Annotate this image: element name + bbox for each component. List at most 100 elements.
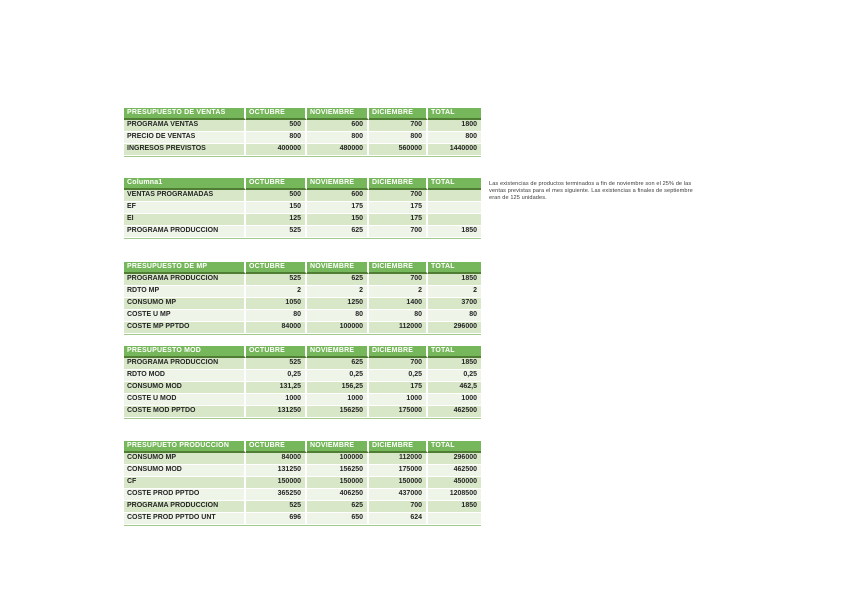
table-row: CONSUMO MOD 131,25 156,25 175 462,5 — [124, 381, 481, 394]
side-note: Las existencias de productos terminados … — [489, 181, 731, 203]
value-cell: 0,25 — [307, 369, 369, 382]
value-cell: 296000 — [428, 321, 481, 334]
table-row: PROGRAMA PRODUCCION 525 625 700 1850 — [124, 225, 481, 238]
table-header-row: PRESUPUESTO MOD OCTUBRE NOVIEMBRE DICIEMBRE… — [124, 346, 481, 358]
row-label-cell: CONSUMO MOD — [124, 464, 246, 477]
column-header-diciembre: DICIEMBRE — [369, 108, 428, 120]
value-cell: 625 — [307, 273, 369, 286]
table-header-row: PRESUPUESTO DE MP OCTUBRE NOVIEMBRE DICIEMB… — [124, 262, 481, 274]
table-row: PROGRAMA PRODUCCION 525 625 700 1850 — [124, 273, 481, 286]
table-row: RDTO MP 2 2 2 2 — [124, 285, 481, 298]
side-note-line: ventas previstas para el mes siguiente. … — [489, 188, 693, 195]
table-header-row: PRESUPUESTO DE VENTAS OCTUBRE NOVIEMBRE DIC… — [124, 108, 481, 120]
value-cell: 600 — [307, 119, 369, 132]
value-cell: 0,25 — [369, 369, 428, 382]
table-title-cell: PRESUPUESTO MOD — [124, 346, 246, 358]
table-header-row: PRESUPUETO PRODUCCION OCTUBRE NOVIEMBRE DIC… — [124, 441, 481, 453]
value-cell: 700 — [369, 500, 428, 513]
value-cell: 150 — [246, 201, 307, 214]
value-cell: 156,25 — [307, 381, 369, 394]
table-title-cell: Columna1 — [124, 178, 246, 190]
value-cell: 500 — [246, 119, 307, 132]
value-cell: 480000 — [307, 143, 369, 156]
row-label-cell: RDTO MP — [124, 285, 246, 298]
side-note-line: Las existencias de productos terminados … — [489, 181, 692, 187]
value-cell: 156250 — [307, 405, 369, 418]
value-cell: 437000 — [369, 488, 428, 501]
value-cell: 150000 — [369, 476, 428, 489]
value-cell: 1440000 — [428, 143, 481, 156]
table-row: CF 150000 150000 150000 450000 — [124, 476, 481, 489]
row-label-cell: PROGRAMA PRODUCCION — [124, 500, 246, 513]
column-header-total: TOTAL — [428, 108, 481, 120]
value-cell: 525 — [246, 225, 307, 238]
value-cell: 800 — [307, 131, 369, 144]
value-cell: 175 — [369, 213, 428, 226]
row-label-cell: CONSUMO MP — [124, 297, 246, 310]
value-cell: 560000 — [369, 143, 428, 156]
budget-table-presupuesto-de-ventas: PRESUPUESTO DE VENTAS OCTUBRE NOVIEMBRE DIC… — [124, 108, 481, 157]
value-cell: 80 — [369, 309, 428, 322]
value-cell: 1050 — [246, 297, 307, 310]
column-header-octubre: OCTUBRE — [246, 262, 307, 274]
value-cell: 1000 — [246, 393, 307, 406]
column-header-octubre: OCTUBRE — [246, 178, 307, 190]
table-row: INGRESOS PREVISTOS 400000 480000 560000 1440… — [124, 143, 481, 156]
row-label-cell: PROGRAMA PRODUCCION — [124, 357, 246, 370]
row-label-cell: CONSUMO MOD — [124, 381, 246, 394]
value-cell: 175 — [369, 381, 428, 394]
column-header-noviembre: NOVIEMBRE — [307, 178, 369, 190]
value-cell: 0,25 — [428, 369, 481, 382]
value-cell: 500 — [246, 189, 307, 202]
value-cell — [428, 189, 481, 202]
row-label-cell: VENTAS PROGRAMADAS — [124, 189, 246, 202]
value-cell: 84000 — [246, 321, 307, 334]
row-label-cell: PROGRAMA PRODUCCION — [124, 273, 246, 286]
value-cell: 696 — [246, 512, 307, 525]
value-cell: 80 — [307, 309, 369, 322]
value-cell: 175000 — [369, 464, 428, 477]
value-cell: 625 — [307, 500, 369, 513]
value-cell — [428, 213, 481, 226]
value-cell: 624 — [369, 512, 428, 525]
column-header-noviembre: NOVIEMBRE — [307, 346, 369, 358]
table-row: PRECIO DE VENTAS 800 800 800 800 — [124, 131, 481, 144]
value-cell: 700 — [369, 189, 428, 202]
value-cell: 80 — [428, 309, 481, 322]
value-cell: 175 — [307, 201, 369, 214]
value-cell: 1000 — [428, 393, 481, 406]
table-row: RDTO MOD 0,25 0,25 0,25 0,25 — [124, 369, 481, 382]
column-header-octubre: OCTUBRE — [246, 108, 307, 120]
value-cell: 700 — [369, 273, 428, 286]
value-cell: 800 — [369, 131, 428, 144]
value-cell: 100000 — [307, 452, 369, 465]
table-title-cell: PRESUPUESTO DE VENTAS — [124, 108, 246, 120]
value-cell: 1208500 — [428, 488, 481, 501]
value-cell: 1000 — [307, 393, 369, 406]
table-row: EI 125 150 175 — [124, 213, 481, 226]
row-label-cell: COSTE PROD PPTDO — [124, 488, 246, 501]
value-cell: 3700 — [428, 297, 481, 310]
column-header-diciembre: DICIEMBRE — [369, 441, 428, 453]
row-label-cell: COSTE U MP — [124, 309, 246, 322]
value-cell: 1800 — [428, 119, 481, 132]
value-cell: 700 — [369, 119, 428, 132]
value-cell: 1400 — [369, 297, 428, 310]
value-cell: 650 — [307, 512, 369, 525]
value-cell: 296000 — [428, 452, 481, 465]
value-cell: 175000 — [369, 405, 428, 418]
value-cell: 112000 — [369, 321, 428, 334]
value-cell: 2 — [246, 285, 307, 298]
table-row: COSTE PROD PPTDO UNT 696 650 624 — [124, 512, 481, 525]
value-cell: 600 — [307, 189, 369, 202]
row-label-cell: EI — [124, 213, 246, 226]
row-label-cell: CONSUMO MP — [124, 452, 246, 465]
row-label-cell: COSTE PROD PPTDO UNT — [124, 512, 246, 525]
value-cell: 462,5 — [428, 381, 481, 394]
value-cell: 1850 — [428, 500, 481, 513]
table-row: PROGRAMA VENTAS 500 600 700 1800 — [124, 119, 481, 132]
value-cell: 406250 — [307, 488, 369, 501]
value-cell: 150000 — [307, 476, 369, 489]
table-row: CONSUMO MOD 131250 156250 175000 462500 — [124, 464, 481, 477]
value-cell: 1000 — [369, 393, 428, 406]
